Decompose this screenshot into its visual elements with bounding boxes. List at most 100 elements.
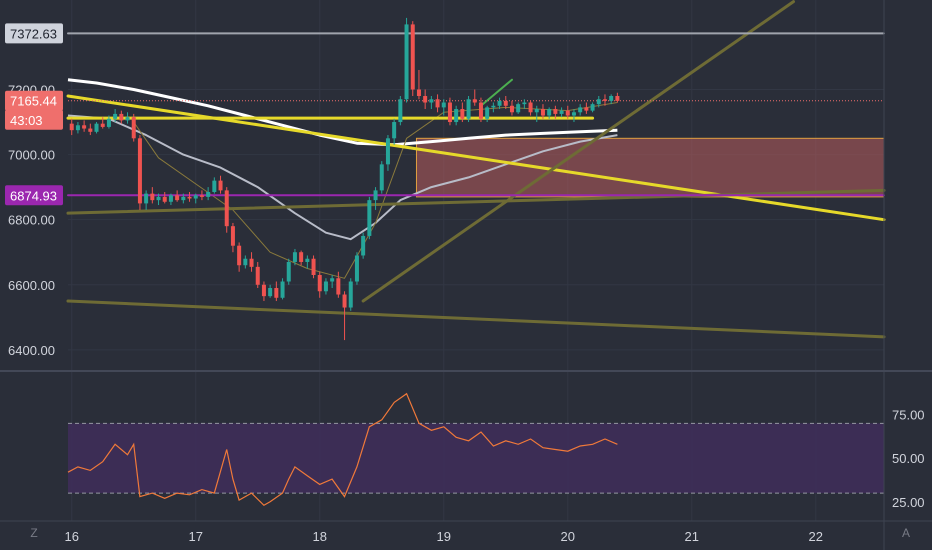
candle[interactable] <box>367 196 372 240</box>
candle[interactable] <box>274 281 279 302</box>
candle[interactable] <box>187 192 192 202</box>
candle[interactable] <box>404 17 409 103</box>
candle[interactable] <box>323 278 328 295</box>
candle[interactable] <box>485 105 490 123</box>
candle[interactable] <box>522 99 527 110</box>
candle[interactable] <box>516 102 521 114</box>
price-badge-label[interactable]: 6874.93 <box>10 188 57 203</box>
candle[interactable] <box>454 105 459 126</box>
candle[interactable] <box>596 96 601 108</box>
candle[interactable] <box>218 175 223 194</box>
candle[interactable] <box>460 102 465 123</box>
candle[interactable] <box>175 190 180 202</box>
candle[interactable] <box>106 115 111 129</box>
candle[interactable] <box>156 193 161 206</box>
candle[interactable] <box>540 104 545 119</box>
price-badge-label[interactable]: 7372.63 <box>10 26 57 41</box>
candle[interactable] <box>373 187 378 210</box>
candle[interactable] <box>472 89 477 106</box>
candle[interactable] <box>119 110 124 124</box>
candle[interactable] <box>88 123 93 136</box>
candle[interactable] <box>193 193 198 204</box>
candle[interactable] <box>609 94 614 105</box>
candle[interactable] <box>224 187 229 233</box>
candle[interactable] <box>261 281 266 302</box>
candle[interactable] <box>181 193 186 204</box>
trendline-6[interactable] <box>479 78 513 107</box>
trendline-5[interactable] <box>361 0 795 303</box>
price-axis-labels[interactable]: 6400.006600.006800.007000.007200.007372.… <box>5 23 63 358</box>
candle[interactable] <box>206 187 211 201</box>
candle[interactable] <box>249 252 254 272</box>
candle[interactable] <box>144 190 149 210</box>
candle[interactable] <box>385 135 390 171</box>
candle[interactable] <box>311 255 316 279</box>
candle[interactable] <box>113 109 118 123</box>
candle[interactable] <box>286 258 291 285</box>
candle[interactable] <box>150 187 155 204</box>
candle[interactable] <box>584 102 589 114</box>
candle[interactable] <box>330 274 335 289</box>
candle[interactable] <box>416 69 421 100</box>
candle[interactable] <box>497 97 502 110</box>
candle[interactable] <box>255 261 260 289</box>
auto-scale-button[interactable]: A <box>902 526 910 540</box>
candle[interactable] <box>441 99 446 116</box>
candle[interactable] <box>268 284 273 298</box>
candle[interactable] <box>162 192 167 204</box>
candle[interactable] <box>230 222 235 253</box>
candle[interactable] <box>199 190 204 201</box>
candle[interactable] <box>69 118 74 136</box>
candle[interactable] <box>82 120 87 132</box>
candle[interactable] <box>354 252 359 285</box>
candle[interactable] <box>509 100 514 116</box>
candle[interactable] <box>478 97 483 123</box>
candle[interactable] <box>317 271 322 298</box>
candle[interactable] <box>590 102 595 113</box>
candle[interactable] <box>342 291 347 341</box>
candle[interactable] <box>137 135 142 210</box>
candle[interactable] <box>553 105 558 119</box>
candle[interactable] <box>131 113 136 142</box>
candle[interactable] <box>503 96 508 110</box>
trendline-4[interactable] <box>66 299 886 339</box>
candle[interactable] <box>423 89 428 110</box>
candle[interactable] <box>305 255 310 269</box>
candle[interactable] <box>578 104 583 116</box>
candle[interactable] <box>212 177 217 194</box>
price-badge-label[interactable]: 7165.44 <box>10 94 57 109</box>
trendline-1[interactable] <box>66 94 886 222</box>
candle[interactable] <box>299 250 304 266</box>
candle[interactable] <box>528 100 533 116</box>
candle[interactable] <box>571 109 576 123</box>
candle[interactable] <box>336 271 341 298</box>
candle[interactable] <box>237 242 242 272</box>
candle[interactable] <box>280 278 285 300</box>
candle[interactable] <box>392 118 397 145</box>
candle[interactable] <box>491 102 496 113</box>
candlesticks[interactable] <box>69 17 620 341</box>
candle[interactable] <box>565 105 570 119</box>
candle[interactable] <box>292 248 297 266</box>
candle[interactable] <box>602 94 607 106</box>
candle[interactable] <box>534 105 539 123</box>
candle[interactable] <box>429 96 434 110</box>
candle[interactable] <box>547 107 552 119</box>
time-axis[interactable]: 16 17 18 19 20 21 22 Z A <box>30 526 910 544</box>
scale-left-button[interactable]: Z <box>30 526 37 540</box>
candle[interactable] <box>447 97 452 126</box>
price-badge-label[interactable]: 43:03 <box>10 113 43 128</box>
candle[interactable] <box>615 92 620 103</box>
candle[interactable] <box>466 96 471 123</box>
candle[interactable] <box>125 112 130 124</box>
candle[interactable] <box>361 232 366 259</box>
candle[interactable] <box>168 193 173 206</box>
candle[interactable] <box>75 122 80 134</box>
candle[interactable] <box>243 255 248 269</box>
candle[interactable] <box>348 278 353 311</box>
candle[interactable] <box>398 96 403 126</box>
candle[interactable] <box>94 122 99 134</box>
candle[interactable] <box>100 117 105 129</box>
candle[interactable] <box>435 94 440 113</box>
